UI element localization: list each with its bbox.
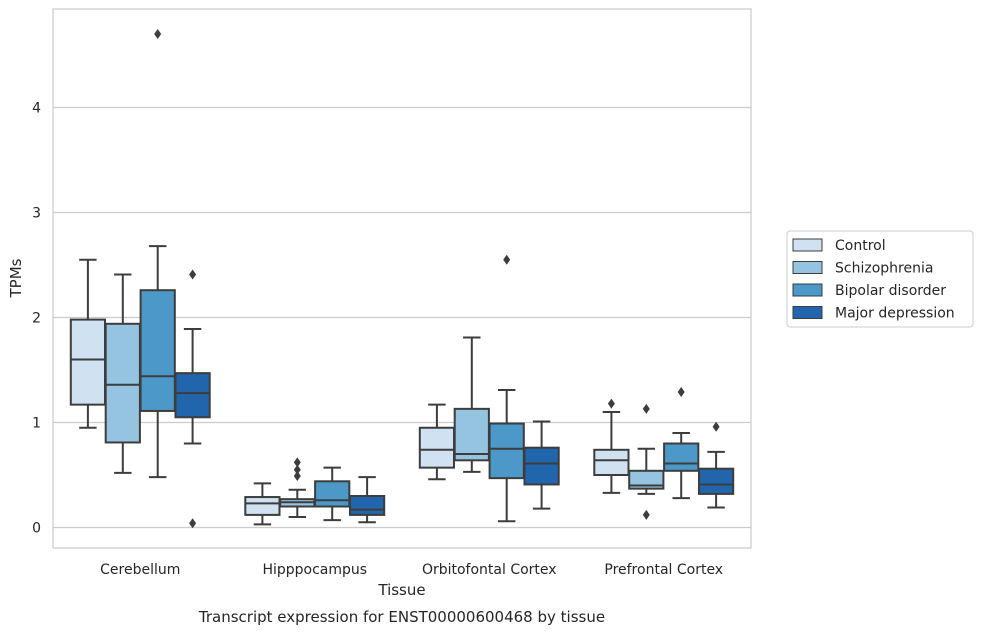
y-tick-label-2: 2 — [32, 311, 41, 327]
x-axis-label: Tissue — [377, 581, 425, 599]
box-0-1 — [104, 273, 141, 474]
legend-swatch-0 — [792, 238, 823, 252]
box-body — [348, 495, 386, 516]
box-3-2 — [663, 387, 700, 500]
box-body — [628, 469, 665, 490]
box-body — [69, 318, 107, 406]
box-0-3 — [174, 269, 211, 529]
box-body — [314, 480, 351, 508]
y-axis-label: TPMs — [7, 258, 25, 298]
box-0-0 — [69, 258, 107, 429]
outlier-point — [189, 269, 197, 280]
box-body — [104, 322, 141, 444]
chart-caption: Transcript expression for ENST0000060046… — [198, 608, 605, 626]
outlier-point — [677, 387, 685, 398]
x-tick-label-1: Hipppocampus — [262, 562, 367, 578]
legend-label-3: Major depression — [835, 306, 955, 322]
x-tick-label-3: Prefrontal Cortex — [604, 562, 723, 578]
box-body — [418, 426, 456, 469]
y-tick-label-4: 4 — [32, 101, 41, 117]
box-2-2 — [488, 254, 525, 523]
y-tick-label-0: 0 — [32, 521, 41, 537]
outlier-point — [293, 457, 301, 468]
box-3-3 — [697, 421, 735, 509]
box-2-0 — [418, 403, 456, 481]
box-body — [593, 448, 630, 476]
box-body — [523, 446, 560, 486]
x-tick-label-0: Cerebellum — [100, 562, 180, 578]
legend-label-0: Control — [835, 238, 886, 254]
box-1-1 — [279, 457, 316, 518]
box-groups — [69, 29, 735, 529]
box-body — [663, 442, 700, 472]
legend-swatch-2 — [792, 283, 823, 297]
plot-area-frame — [52, 8, 752, 549]
box-2-1 — [453, 336, 490, 473]
x-tick-labels: Cerebellum Hipppocampus Orbitofontal Corte… — [100, 562, 723, 578]
outlier-point — [154, 29, 162, 39]
outlier-point — [293, 464, 301, 475]
x-tick-label-2: Orbitofontal Cortex — [422, 562, 557, 578]
box-1-0 — [244, 482, 281, 526]
legend-label-2: Bipolar disorder — [835, 283, 946, 299]
box-body — [697, 467, 735, 495]
box-3-0 — [593, 398, 630, 494]
box-2-3 — [523, 420, 560, 510]
box-body — [488, 422, 525, 480]
outlier-point — [642, 403, 650, 414]
box-body — [244, 496, 281, 516]
outlier-point — [712, 421, 720, 432]
y-tick-labels: 0 1 2 3 4 — [32, 101, 41, 537]
box-body — [453, 407, 490, 462]
y-tick-label-1: 1 — [32, 416, 41, 432]
outlier-point — [189, 518, 197, 529]
outlier-point — [293, 471, 301, 482]
outlier-point — [503, 254, 511, 265]
box-3-1 — [628, 403, 665, 520]
outlier-point — [642, 509, 650, 520]
legend-label-1: Schizophrenia — [835, 261, 933, 277]
box-1-2 — [314, 466, 351, 522]
box-0-2 — [139, 29, 176, 479]
outlier-point — [607, 398, 615, 409]
legend: Control Schizophrenia Bipolar disorder Majo… — [786, 230, 974, 328]
box-1-3 — [348, 476, 386, 524]
box-body — [174, 372, 211, 419]
legend-swatch-1 — [792, 261, 823, 274]
box-body — [139, 289, 176, 412]
y-tick-label-3: 3 — [32, 206, 41, 222]
legend-frame — [786, 230, 974, 328]
legend-swatch-3 — [792, 306, 823, 319]
